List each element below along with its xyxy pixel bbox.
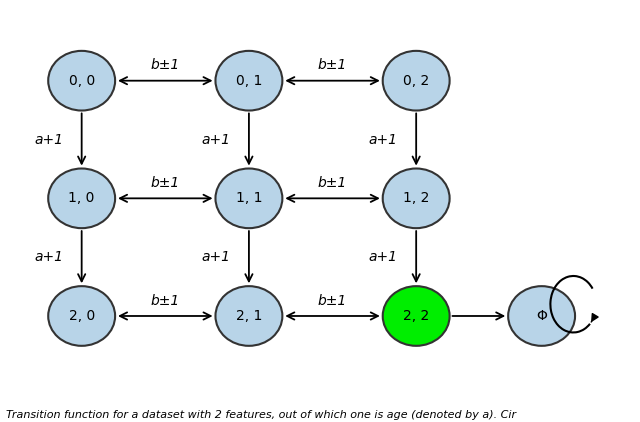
Ellipse shape bbox=[383, 51, 450, 111]
Text: 2, 0: 2, 0 bbox=[68, 309, 95, 323]
Ellipse shape bbox=[508, 286, 575, 346]
Text: 1, 2: 1, 2 bbox=[403, 191, 429, 206]
Text: b±1: b±1 bbox=[318, 59, 347, 73]
Ellipse shape bbox=[48, 168, 115, 228]
Text: b±1: b±1 bbox=[150, 59, 180, 73]
Text: 2, 2: 2, 2 bbox=[403, 309, 429, 323]
Text: a+1: a+1 bbox=[202, 133, 230, 146]
Text: b±1: b±1 bbox=[318, 176, 347, 190]
Text: 2, 1: 2, 1 bbox=[236, 309, 262, 323]
Ellipse shape bbox=[383, 168, 450, 228]
Text: b±1: b±1 bbox=[150, 176, 180, 190]
Text: 1, 0: 1, 0 bbox=[68, 191, 95, 206]
Text: 0, 1: 0, 1 bbox=[236, 74, 262, 88]
Ellipse shape bbox=[216, 168, 282, 228]
Ellipse shape bbox=[216, 286, 282, 346]
Text: Transition function for a dataset with 2 features, out of which one is age (deno: Transition function for a dataset with 2… bbox=[6, 410, 516, 420]
Text: a+1: a+1 bbox=[35, 250, 63, 264]
Ellipse shape bbox=[48, 51, 115, 111]
Text: a+1: a+1 bbox=[202, 250, 230, 264]
Text: 1, 1: 1, 1 bbox=[236, 191, 262, 206]
Text: a+1: a+1 bbox=[369, 133, 398, 146]
Text: 0, 0: 0, 0 bbox=[68, 74, 95, 88]
Text: Φ: Φ bbox=[536, 309, 547, 323]
Ellipse shape bbox=[383, 286, 450, 346]
Text: a+1: a+1 bbox=[369, 250, 398, 264]
Text: 0, 2: 0, 2 bbox=[403, 74, 429, 88]
Ellipse shape bbox=[48, 286, 115, 346]
Text: b±1: b±1 bbox=[150, 294, 180, 308]
Ellipse shape bbox=[216, 51, 282, 111]
Text: a+1: a+1 bbox=[35, 133, 63, 146]
Text: b±1: b±1 bbox=[318, 294, 347, 308]
